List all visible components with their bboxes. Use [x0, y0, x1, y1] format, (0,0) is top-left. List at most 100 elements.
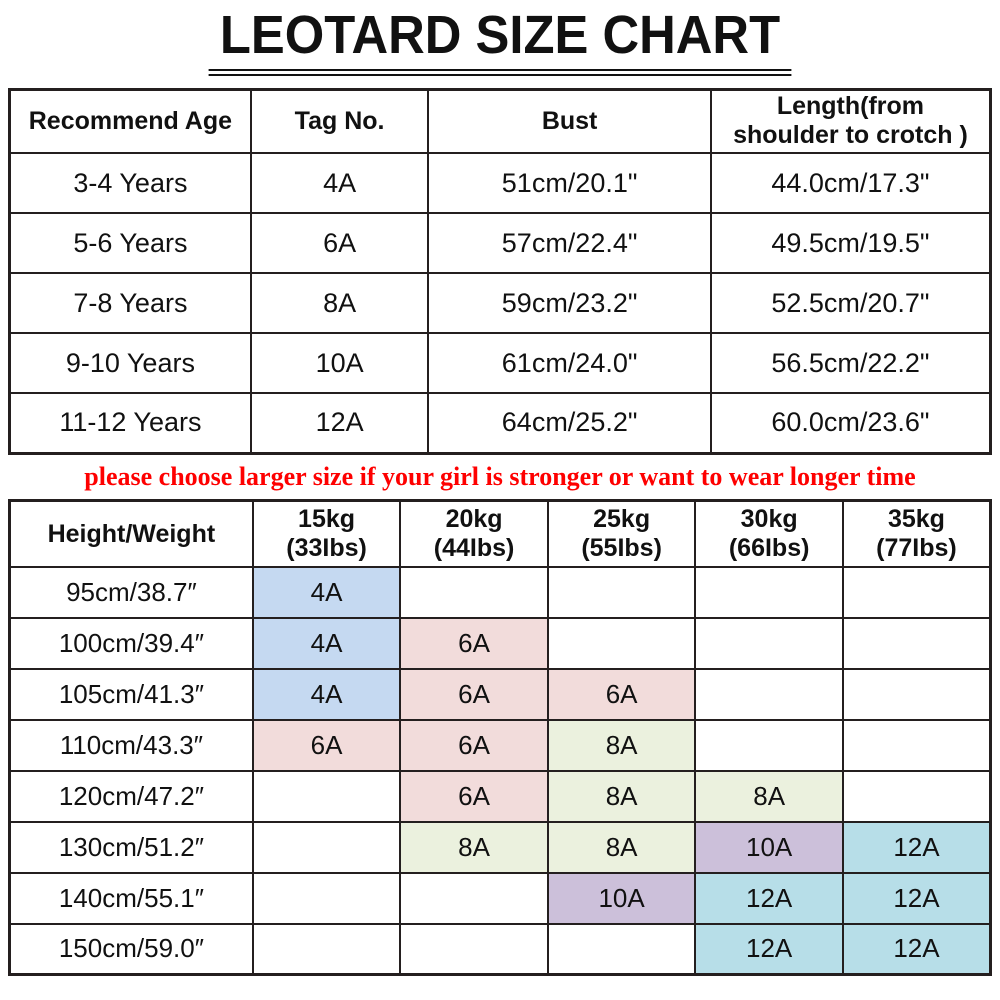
- size-code-cell: 10A: [694, 820, 844, 874]
- fit-table-row: 110cm/43.3″ 6A 6A 8A: [8, 718, 992, 772]
- size-table-row: 5-6 Years 6A 57cm/22.4" 49.5cm/19.5": [8, 212, 992, 275]
- size-code-cell: 12A: [694, 871, 844, 925]
- size-code-cell: 8A: [399, 820, 549, 874]
- size-code-cell: 6A: [399, 616, 549, 670]
- empty-cell: [841, 769, 992, 823]
- size-table-cell: 7-8 Years: [8, 272, 252, 335]
- size-code-cell: 4A: [251, 667, 402, 721]
- size-code-cell: 8A: [546, 718, 697, 772]
- empty-cell: [399, 871, 549, 925]
- fit-table-row: 105cm/41.3″ 4A 6A 6A: [8, 667, 992, 721]
- size-table-row: 3-4 Years 4A 51cm/20.1" 44.0cm/17.3": [8, 152, 992, 215]
- weight-column-header: 20kg (44Ibs): [399, 499, 549, 568]
- empty-cell: [251, 871, 402, 925]
- header-bust: Bust: [427, 88, 712, 155]
- height-row-label: 150cm/59.0″: [8, 922, 254, 976]
- empty-cell: [694, 718, 844, 772]
- empty-cell: [694, 565, 844, 619]
- height-row-label: 130cm/51.2″: [8, 820, 254, 874]
- size-code-cell: 6A: [399, 718, 549, 772]
- height-row-label: 140cm/55.1″: [8, 871, 254, 925]
- empty-cell: [694, 616, 844, 670]
- size-table-cell: 10A: [249, 332, 430, 395]
- fit-table-row: 100cm/39.4″ 4A 6A: [8, 616, 992, 670]
- weight-lbs-label: (77Ibs): [876, 533, 957, 562]
- size-code-cell: 12A: [694, 922, 844, 976]
- empty-cell: [251, 922, 402, 976]
- fit-table-row: 130cm/51.2″ 8A 8A 10A 12A: [8, 820, 992, 874]
- size-table-cell: 9-10 Years: [8, 332, 252, 395]
- header-height-weight: Height/Weight: [8, 499, 254, 568]
- size-table-cell: 56.5cm/22.2": [709, 332, 992, 395]
- size-code-cell: 6A: [399, 667, 549, 721]
- size-table-cell: 8A: [249, 272, 430, 335]
- empty-cell: [694, 667, 844, 721]
- size-table-cell: 44.0cm/17.3": [709, 152, 992, 215]
- weight-column-header: 25kg (55Ibs): [546, 499, 697, 568]
- size-code-cell: 12A: [841, 922, 992, 976]
- size-table-cell: 52.5cm/20.7": [709, 272, 992, 335]
- page-title-underline: LEOTARD SIZE CHART: [208, 7, 792, 76]
- size-table: Recommend Age Tag No. Bust Length(from s…: [8, 87, 992, 455]
- weight-lbs-label: (33Ibs): [286, 533, 367, 562]
- fit-table-row: 95cm/38.7″ 4A: [8, 565, 992, 619]
- size-code-cell: 10A: [546, 871, 697, 925]
- size-table-cell: 51cm/20.1": [427, 152, 712, 215]
- size-table-cell: 3-4 Years: [8, 152, 252, 215]
- size-note: please choose larger size if your girl i…: [84, 461, 916, 491]
- weight-kg-label: 35kg: [887, 505, 945, 534]
- empty-cell: [546, 616, 697, 670]
- fit-table-header-row: Height/Weight 15kg (33Ibs) 20kg (44Ibs) 25kg…: [8, 499, 992, 568]
- size-code-cell: 4A: [251, 616, 402, 670]
- size-code-cell: 6A: [399, 769, 549, 823]
- fit-table-row: 150cm/59.0″ 12A 12A: [8, 922, 992, 976]
- weight-column-header: 15kg (33Ibs): [251, 499, 402, 568]
- size-code-cell: 12A: [841, 871, 992, 925]
- weight-kg-label: 25kg: [593, 505, 651, 534]
- height-row-label: 95cm/38.7″: [8, 565, 254, 619]
- empty-cell: [399, 565, 549, 619]
- fit-table-row: 140cm/55.1″ 10A 12A 12A: [8, 871, 992, 925]
- size-table-cell: 64cm/25.2": [427, 392, 712, 455]
- empty-cell: [399, 922, 549, 976]
- empty-cell: [841, 565, 992, 619]
- size-table-cell: 4A: [249, 152, 430, 215]
- size-table-cell: 61cm/24.0": [427, 332, 712, 395]
- size-table-row: 7-8 Years 8A 59cm/23.2" 52.5cm/20.7": [8, 272, 992, 335]
- fit-table-row: 120cm/47.2″ 6A 8A 8A: [8, 769, 992, 823]
- size-code-cell: 4A: [251, 565, 402, 619]
- size-table-header-row: Recommend Age Tag No. Bust Length(from s…: [8, 88, 992, 155]
- empty-cell: [841, 667, 992, 721]
- empty-cell: [251, 820, 402, 874]
- height-row-label: 100cm/39.4″: [8, 616, 254, 670]
- empty-cell: [251, 769, 402, 823]
- weight-lbs-label: (55Ibs): [581, 533, 662, 562]
- size-table-cell: 57cm/22.4": [427, 212, 712, 275]
- height-row-label: 110cm/43.3″: [8, 718, 254, 772]
- weight-lbs-label: (66Ibs): [728, 533, 810, 562]
- height-row-label: 120cm/47.2″: [8, 769, 254, 823]
- size-code-cell: 6A: [251, 718, 402, 772]
- empty-cell: [841, 718, 992, 772]
- weight-lbs-label: (44Ibs): [433, 533, 515, 562]
- size-code-cell: 12A: [841, 820, 992, 874]
- height-row-label: 105cm/41.3″: [8, 667, 254, 721]
- size-code-cell: 8A: [694, 769, 844, 823]
- empty-cell: [841, 616, 992, 670]
- size-code-cell: 6A: [546, 667, 697, 721]
- size-table-cell: 5-6 Years: [8, 212, 252, 275]
- size-table-row: 11-12 Years 12A 64cm/25.2" 60.0cm/23.6": [8, 392, 992, 455]
- size-table-cell: 49.5cm/19.5": [709, 212, 992, 275]
- size-table-cell: 59cm/23.2": [427, 272, 712, 335]
- weight-column-header: 30kg (66Ibs): [694, 499, 844, 568]
- size-code-cell: 8A: [546, 820, 697, 874]
- size-table-row: 9-10 Years 10A 61cm/24.0" 56.5cm/22.2": [8, 332, 992, 395]
- size-table-cell: 12A: [249, 392, 430, 455]
- header-length: Length(from shoulder to crotch ): [709, 88, 992, 155]
- height-weight-table: Height/Weight 15kg (33Ibs) 20kg (44Ibs) 25kg…: [8, 499, 992, 977]
- weight-column-header: 35kg (77Ibs): [841, 499, 992, 568]
- size-code-cell: 8A: [546, 769, 697, 823]
- weight-kg-label: 20kg: [445, 505, 503, 534]
- empty-cell: [546, 565, 697, 619]
